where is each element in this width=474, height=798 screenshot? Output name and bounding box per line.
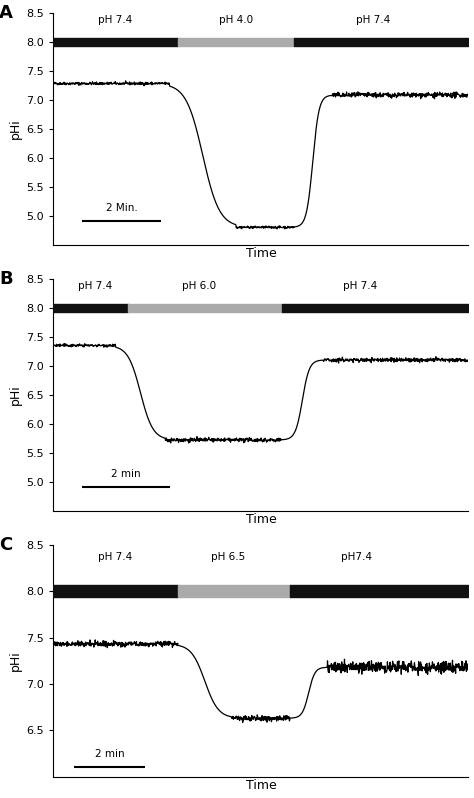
Text: 2 min: 2 min: [94, 749, 124, 759]
Text: C: C: [0, 535, 13, 554]
Text: 2 min: 2 min: [111, 469, 141, 480]
Y-axis label: pHi: pHi: [9, 650, 22, 671]
Text: 2 Min.: 2 Min.: [106, 203, 137, 213]
X-axis label: Time: Time: [246, 780, 276, 792]
Text: B: B: [0, 270, 13, 287]
Text: pH7.4: pH7.4: [341, 552, 372, 562]
Text: pH 4.0: pH 4.0: [219, 15, 253, 26]
Text: pH 7.4: pH 7.4: [356, 15, 390, 26]
X-axis label: Time: Time: [246, 513, 276, 527]
X-axis label: Time: Time: [246, 247, 276, 260]
Text: pH 6.0: pH 6.0: [182, 282, 216, 291]
Y-axis label: pHi: pHi: [9, 385, 22, 405]
Text: pH 7.4: pH 7.4: [99, 552, 133, 562]
Y-axis label: pHi: pHi: [9, 118, 22, 139]
Text: pH 7.4: pH 7.4: [343, 282, 378, 291]
Text: A: A: [0, 3, 13, 22]
Text: pH 6.5: pH 6.5: [210, 552, 245, 562]
Text: pH 7.4: pH 7.4: [99, 15, 133, 26]
Text: pH 7.4: pH 7.4: [78, 282, 112, 291]
